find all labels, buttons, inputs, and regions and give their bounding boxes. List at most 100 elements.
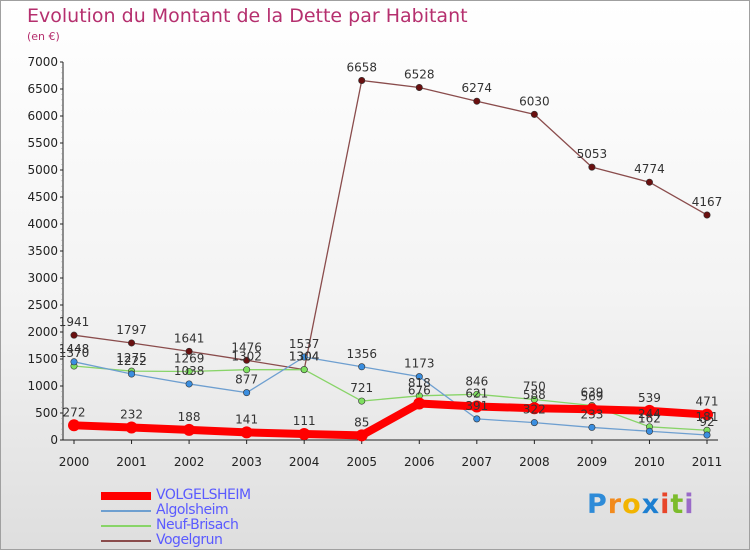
data-label: 471 <box>696 395 719 409</box>
data-point <box>185 380 193 388</box>
legend-swatch-algolsheim <box>101 509 151 512</box>
x-tick-label: 2003 <box>231 455 262 469</box>
x-tick-label: 2010 <box>634 455 665 469</box>
data-point <box>473 390 481 398</box>
y-tick-label: 4000 <box>27 217 58 231</box>
x-tick-label: 2000 <box>59 455 90 469</box>
data-point <box>358 363 366 371</box>
data-label: 6274 <box>462 81 493 95</box>
data-point <box>128 370 136 378</box>
data-point <box>703 431 711 439</box>
data-point <box>300 366 308 374</box>
logo-letter: i <box>684 489 695 520</box>
data-label: 92 <box>699 415 714 429</box>
data-label: 1797 <box>116 323 147 337</box>
legend-swatch-vogelgrun <box>101 539 151 542</box>
data-label: 1173 <box>404 357 435 371</box>
data-label: 272 <box>63 405 86 419</box>
x-tick-label: 2009 <box>577 455 608 469</box>
chart-legend: VOLGELSHEIM Algolsheim Neuf-Brisach Voge… <box>101 487 321 548</box>
data-point <box>645 178 653 186</box>
data-point <box>240 426 253 439</box>
data-label: 188 <box>178 410 201 424</box>
y-tick-label: 7000 <box>27 55 58 69</box>
data-point <box>473 97 481 105</box>
data-label: 1222 <box>116 354 147 368</box>
data-label: 6528 <box>404 67 435 81</box>
x-tick-label: 2011 <box>692 455 723 469</box>
logo-letter: P <box>587 489 608 520</box>
data-label: 846 <box>465 374 488 388</box>
y-tick-label: 2500 <box>27 298 58 312</box>
logo-letter: r <box>607 489 623 520</box>
x-tick-label: 2002 <box>174 455 205 469</box>
data-point <box>585 403 598 416</box>
data-label: 1641 <box>174 331 205 345</box>
data-point <box>128 339 136 347</box>
data-label: 1304 <box>289 350 320 364</box>
data-label: 569 <box>580 389 603 403</box>
data-label: 539 <box>638 391 661 405</box>
data-label: 4167 <box>692 195 723 209</box>
data-label: 721 <box>350 381 373 395</box>
data-label: 621 <box>465 386 488 400</box>
y-tick-label: 3500 <box>27 244 58 258</box>
data-point <box>530 110 538 118</box>
legend-item-neuf-brisach: Neuf-Brisach <box>101 517 321 533</box>
y-tick-label: 0 <box>50 433 58 447</box>
data-point <box>298 428 311 441</box>
data-point <box>70 331 78 339</box>
data-point <box>703 211 711 219</box>
data-label: 1302 <box>231 350 262 364</box>
y-tick-label: 5500 <box>27 136 58 150</box>
data-point <box>530 419 538 427</box>
x-tick-label: 2001 <box>116 455 147 469</box>
data-label: 588 <box>523 388 546 402</box>
data-label: 6658 <box>346 60 377 74</box>
data-point <box>185 367 193 375</box>
data-point <box>355 429 368 442</box>
data-label: 1275 <box>116 351 147 365</box>
legend-label-algolsheim: Algolsheim <box>156 502 229 518</box>
series-line-volgelsheim <box>70 399 711 440</box>
data-label: 639 <box>580 385 603 399</box>
data-point <box>183 423 196 436</box>
data-point <box>70 358 78 366</box>
data-label: 141 <box>235 412 258 426</box>
data-label: 1356 <box>346 347 377 361</box>
data-label: 181 <box>696 410 719 424</box>
x-tick-label: 2008 <box>519 455 550 469</box>
y-tick-label: 1500 <box>27 352 58 366</box>
series-line-vogelgrun <box>73 79 708 371</box>
data-label: 1476 <box>231 340 262 354</box>
data-point <box>701 408 713 421</box>
data-label: 1448 <box>59 342 90 356</box>
data-point <box>415 83 423 91</box>
chart-title: Evolution du Montant de la Dette par Hab… <box>27 5 468 27</box>
logo-letter: i <box>660 489 671 520</box>
data-label: 4774 <box>634 162 665 176</box>
data-point <box>358 76 366 84</box>
data-label: 750 <box>523 380 546 394</box>
logo-letter: x <box>641 489 661 520</box>
data-point <box>528 402 541 415</box>
y-tick-label: 6000 <box>27 109 58 123</box>
y-tick-label: 6500 <box>27 82 58 96</box>
data-label: 5053 <box>577 147 608 161</box>
x-tick-label: 2005 <box>346 455 377 469</box>
legend-item-vogelgrun: Vogelgrun <box>101 532 321 548</box>
data-label: 1304 <box>289 350 320 364</box>
data-label: 244 <box>638 407 661 421</box>
legend-label-volgelsheim: VOLGELSHEIM <box>156 487 251 503</box>
y-tick-label: 1000 <box>27 379 58 393</box>
data-point <box>358 397 366 405</box>
legend-swatch-volgelsheim <box>101 491 151 500</box>
data-label: 322 <box>523 403 546 417</box>
data-point <box>300 353 308 361</box>
y-tick-label: 2000 <box>27 325 58 339</box>
data-point <box>470 400 483 413</box>
data-label: 6030 <box>519 94 550 108</box>
data-label: 111 <box>293 414 316 428</box>
x-tick-label: 2004 <box>289 455 320 469</box>
